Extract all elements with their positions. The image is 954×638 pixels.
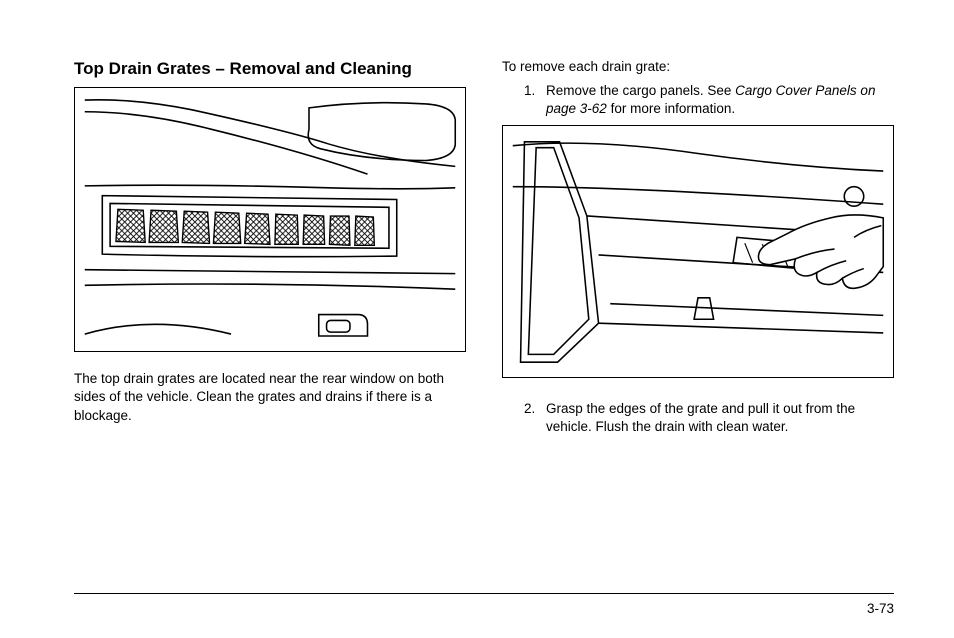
footer-rule [74,593,894,594]
figure-remove-grate [502,125,894,378]
figure-drain-grates [74,87,466,352]
step-number: 2. [524,400,535,418]
section-heading: Top Drain Grates – Removal and Cleaning [74,58,466,79]
step-2: 2. Grasp the edges of the grate and pull… [502,400,894,436]
step-number: 1. [524,82,535,100]
figure-caption-left: The top drain grates are located near th… [74,370,466,425]
steps-intro: To remove each drain grate: [502,58,894,76]
page-number: 3-73 [867,601,894,616]
step-1-post: for more information. [607,101,735,116]
step-1-pre: Remove the cargo panels. See [546,83,735,98]
step-1: 1. Remove the cargo panels. See Cargo Co… [502,82,894,118]
step-2-text: Grasp the edges of the grate and pull it… [546,401,855,434]
